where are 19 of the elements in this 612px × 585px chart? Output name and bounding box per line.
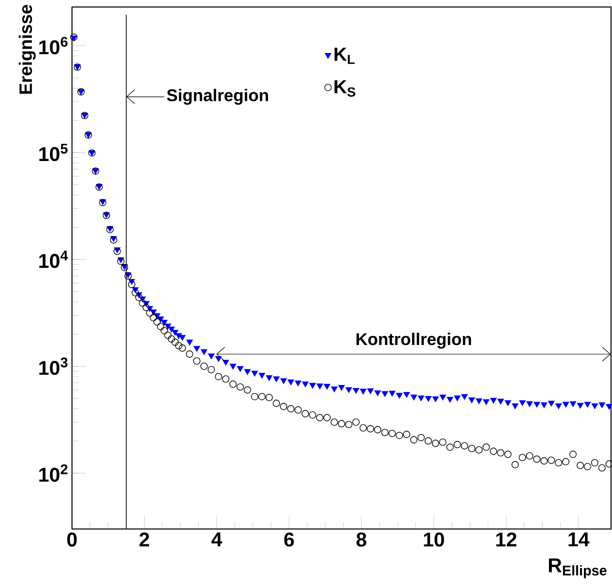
x-tick-label: 14 <box>568 532 590 546</box>
x-axis-title: R$_{Ellipse}$ <box>548 558 607 578</box>
x-tick-label: 4 <box>211 532 222 546</box>
x-tick-label: 12 <box>496 532 516 546</box>
x-tick-label: 10 <box>424 532 444 547</box>
ref-line-label: Signalregion <box>166 88 268 105</box>
y-tick-label: 10$^{6}$ <box>39 36 68 54</box>
legend-label: K$_{L}$ <box>334 48 355 64</box>
annotation: Kontrollregion <box>356 332 472 349</box>
legend-label: K$_{S}$ <box>334 80 356 97</box>
y-tick-label: 10$^{5}$ <box>39 144 68 162</box>
y-tick-label: 10$^{2}$ <box>39 464 68 482</box>
y-tick-label: 10$^{3}$ <box>39 358 68 375</box>
y-axis-title: Ereignisse <box>18 4 36 94</box>
x-tick-label: 8 <box>356 532 366 547</box>
x-tick-label: 6 <box>284 532 294 547</box>
y-tick-label: 10$^{4}$ <box>39 250 68 268</box>
x-tick-label: 0 <box>67 532 77 547</box>
x-tick-label: 2 <box>139 532 150 546</box>
